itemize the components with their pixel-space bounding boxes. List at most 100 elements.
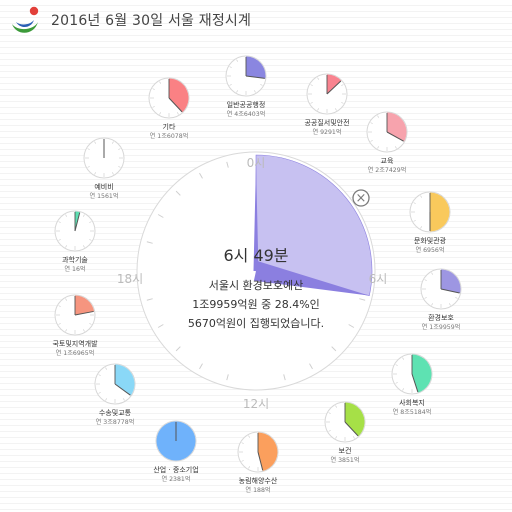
main-progress-sector: [255, 154, 373, 296]
category-3-progress-sector: [430, 192, 450, 232]
category-12-label: 예비비: [94, 182, 113, 191]
category-1-tick: [310, 84, 313, 87]
category-2-clock[interactable]: 교육연 2조7429억: [366, 111, 408, 174]
seoul-logo-icon[interactable]: [4, 2, 44, 38]
category-4-tick: [424, 279, 427, 282]
category-0-tick: [253, 90, 256, 93]
category-9-tick: [105, 367, 108, 370]
category-6-tick: [352, 436, 355, 439]
page-title: 2016년 6월 30일 서울 재정시계: [51, 13, 252, 29]
category-12-tick: [94, 141, 97, 144]
category-10-value: 연 1조6965억: [56, 349, 95, 357]
category-7-tick: [241, 442, 244, 445]
category-5-tick: [402, 357, 405, 360]
category-12-tick: [118, 148, 121, 151]
category-3-label: 문화및관광: [414, 236, 447, 245]
main-clock-tick: [226, 161, 229, 168]
category-7-tick: [248, 466, 251, 469]
category-5-tick: [402, 388, 405, 391]
category-6-tick: [335, 405, 338, 408]
category-10-tick: [65, 329, 68, 332]
category-4-hand: [440, 288, 460, 294]
category-2-label: 교육: [381, 157, 394, 165]
category-6-tick: [328, 429, 331, 432]
category-5-tick: [395, 381, 398, 384]
category-6-tick: [335, 436, 338, 439]
category-9-label: 수송및교통: [99, 409, 132, 417]
category-10-tick: [58, 322, 61, 325]
category-4-tick: [424, 296, 427, 299]
category-11-tick: [58, 238, 61, 241]
category-0-tick: [236, 90, 239, 93]
category-1-tick: [317, 108, 320, 111]
main-clock-tick: [331, 346, 337, 352]
category-13-clock[interactable]: 기타연 1조6078억: [148, 77, 190, 140]
category-12-tick: [111, 172, 114, 175]
message-line-2: 1조9959억원 중 28.4%인: [192, 298, 320, 311]
close-button[interactable]: ×: [352, 189, 370, 207]
category-4-tick: [455, 296, 458, 299]
category-13-tick: [176, 112, 179, 115]
category-13-progress-sector: [169, 78, 189, 113]
main-clock-tick: [157, 214, 164, 218]
category-5-progress-sector: [412, 354, 432, 393]
category-2-tick: [394, 146, 397, 149]
category-2-tick: [370, 139, 373, 142]
category-8-value: 연 2381억: [161, 475, 190, 483]
category-0-value: 연 4조6403억: [227, 110, 266, 118]
category-13-tick: [159, 112, 162, 115]
category-9-progress-sector: [115, 364, 135, 396]
category-9-tick: [122, 398, 125, 401]
main-clock-tick: [348, 324, 355, 328]
category-11-tick: [65, 214, 68, 217]
category-11-tick: [82, 214, 85, 217]
category-3-value: 연 6956억: [415, 246, 444, 254]
category-5-value: 연 8조5184억: [393, 408, 432, 416]
category-4-tick: [448, 303, 451, 306]
main-clock-tick: [146, 298, 153, 301]
category-3-tick: [420, 195, 423, 198]
category-11-tick: [58, 221, 61, 224]
category-10-tick: [65, 298, 68, 301]
category-13-tick: [159, 81, 162, 84]
category-8-label: 산업 · 중소기업: [153, 465, 198, 474]
category-13-tick: [152, 105, 155, 108]
category-6-hand: [344, 421, 359, 437]
hour-label-12: 12시: [243, 397, 269, 411]
category-0-progress-sector: [246, 56, 266, 79]
header: 2016년 6월 30일 서울 재정시계: [0, 0, 512, 40]
category-7-progress-sector: [258, 432, 278, 471]
category-3-tick: [420, 226, 423, 229]
category-13-tick: [152, 88, 155, 91]
category-12-tick: [87, 148, 90, 151]
message-line-1: 서울시 환경보호예산: [209, 279, 304, 292]
main-clock-tick: [283, 374, 286, 381]
category-6-label: 보건: [339, 446, 352, 455]
current-time: 6시 49분: [223, 246, 288, 265]
category-6-clock[interactable]: 보건연 3851억: [324, 401, 366, 464]
category-7-value: 연 188억: [245, 486, 270, 494]
main-clock: 0시 6시 12시 18시 6시 49분 서울시 환경보호예산 1조9959억원…: [117, 151, 387, 411]
category-1-hand: [326, 80, 342, 95]
category-5-label: 사회복지: [399, 398, 425, 407]
category-1-progress-sector: [327, 74, 342, 94]
category-10-label: 국토및지역개발: [52, 339, 98, 348]
category-7-label: 농림해양수산: [239, 476, 278, 485]
category-1-value: 연 9291억: [312, 128, 341, 136]
category-13-hand: [168, 97, 183, 113]
category-10-tick: [58, 305, 61, 308]
category-13-label: 기타: [163, 122, 176, 131]
category-0-tick: [260, 83, 263, 86]
